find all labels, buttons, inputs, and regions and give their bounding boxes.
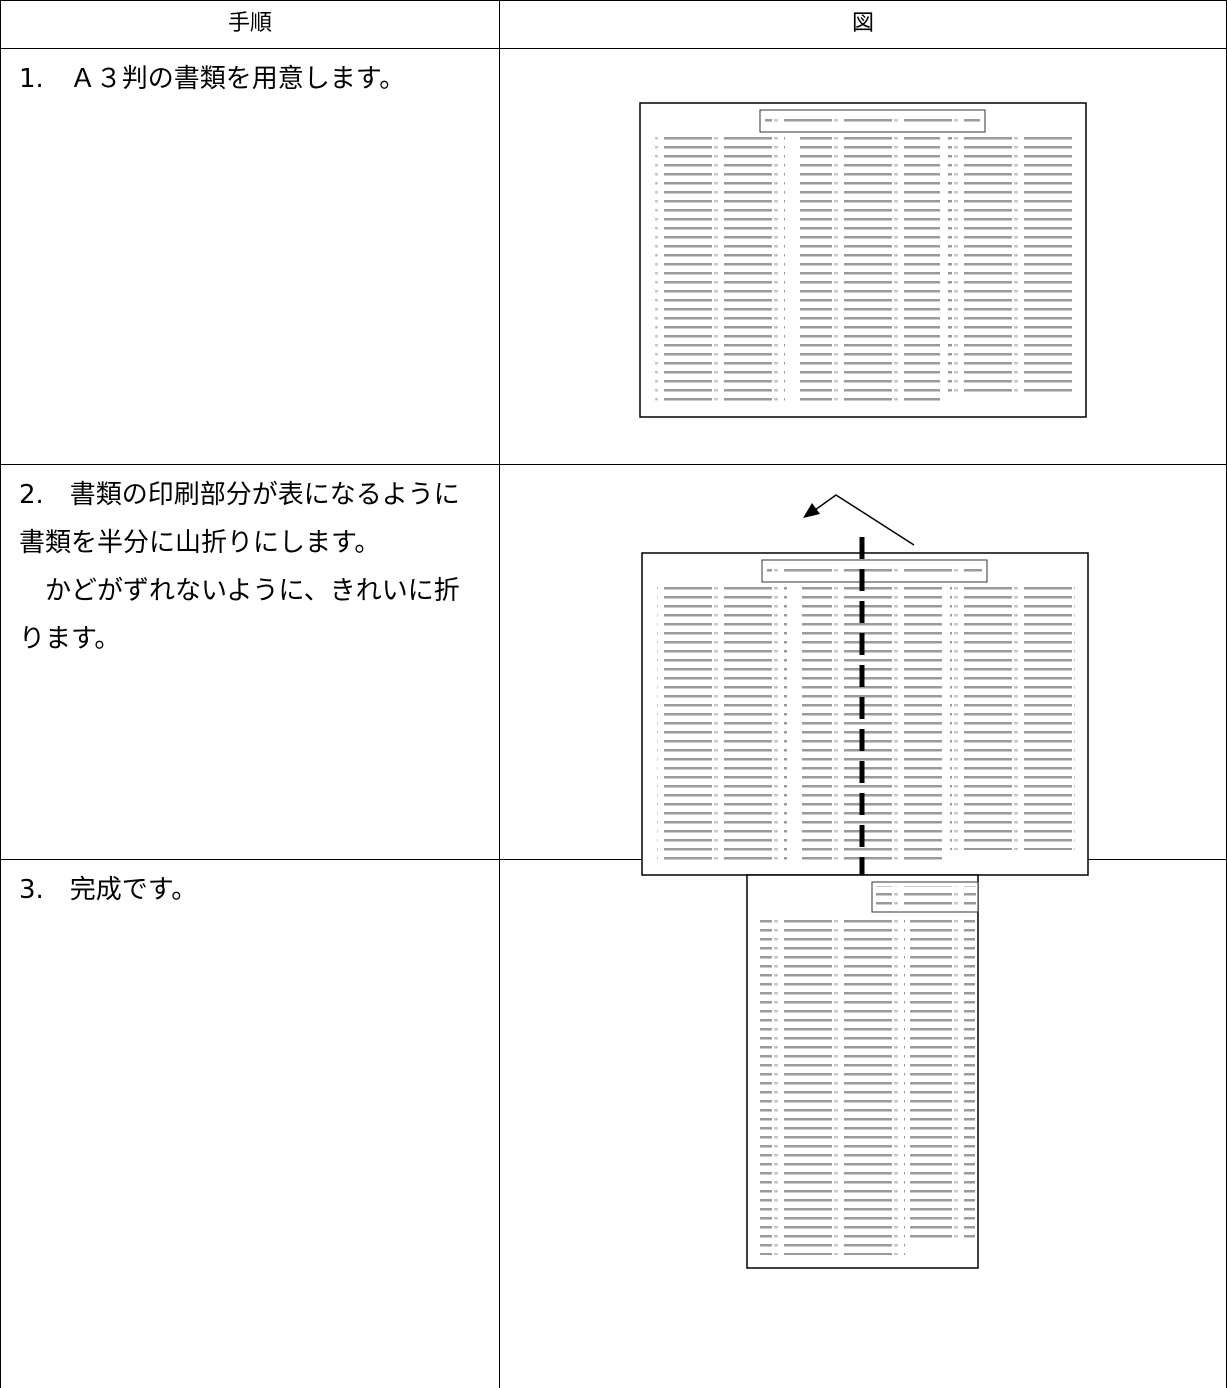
- step-cell: 1. Ａ３判の書類を用意します。: [0, 48, 499, 464]
- a3-document: [639, 102, 1087, 418]
- fold-diagram: [641, 494, 1089, 892]
- step-cell: 3. 完成です。: [0, 859, 499, 1388]
- step-cell: 2. 書類の印刷部分が表になるように書類を半分に山折りにします。 かどがずれない…: [0, 464, 499, 859]
- step-text: 1. Ａ３判の書類を用意します。: [19, 64, 406, 94]
- header-cell: 手順: [0, 0, 499, 48]
- step-text: 3. 完成です。: [19, 875, 198, 905]
- step-text: 2. 書類の印刷部分が表になるように書類を半分に山折りにします。: [19, 480, 460, 558]
- step-text: かどがずれないように、きれいに折ります。: [19, 576, 460, 654]
- folded-document: [746, 874, 979, 1269]
